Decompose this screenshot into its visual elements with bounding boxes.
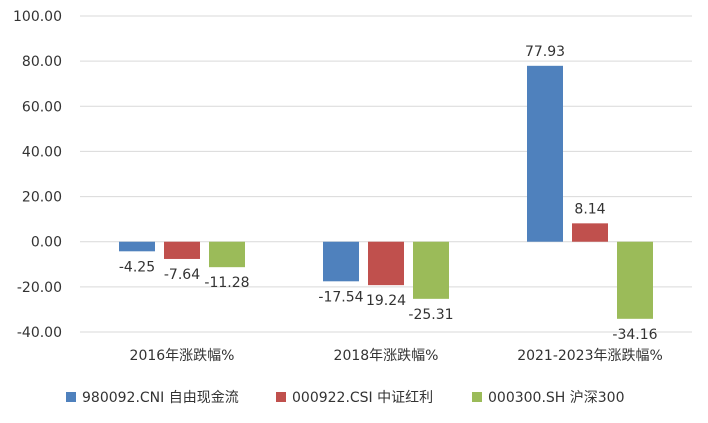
y-tick-label: 60.00	[22, 99, 62, 115]
legend-swatch	[66, 392, 76, 402]
data-label: 77.93	[525, 44, 565, 60]
y-tick-label: -40.00	[17, 325, 62, 341]
data-label: 8.14	[574, 201, 605, 217]
y-tick-label: 100.00	[13, 9, 62, 25]
bar	[323, 241, 359, 282]
legend-label: 000300.SH 沪深300	[488, 390, 624, 406]
data-label: 19.24	[366, 293, 406, 309]
legend-swatch	[276, 392, 286, 402]
bar	[572, 223, 608, 242]
bar	[368, 241, 404, 286]
bar	[119, 241, 155, 252]
data-label: -7.64	[164, 267, 200, 283]
x-tick-label: 2021-2023年涨跌幅%	[517, 348, 663, 364]
bar	[617, 241, 653, 319]
y-tick-label: 80.00	[22, 54, 62, 70]
bar	[209, 241, 245, 268]
data-label: -11.28	[204, 275, 249, 291]
legend-label: 980092.CNI 自由现金流	[82, 390, 239, 406]
y-tick-label: 20.00	[22, 190, 62, 206]
data-label: -17.54	[318, 289, 363, 305]
y-tick-label: -20.00	[17, 280, 62, 296]
x-tick-label: 2016年涨跌幅%	[130, 348, 235, 364]
y-tick-label: 40.00	[22, 144, 62, 160]
y-tick-label: 0.00	[31, 235, 62, 251]
bar	[527, 65, 563, 242]
legend-label: 000922.CSI 中证红利	[292, 390, 433, 406]
x-tick-label: 2018年涨跌幅%	[334, 348, 439, 364]
legend-swatch	[472, 392, 482, 402]
data-label: -4.25	[119, 259, 155, 275]
bar	[164, 241, 200, 259]
data-label: -25.31	[408, 307, 453, 323]
bar	[413, 241, 449, 299]
data-label: -34.16	[612, 327, 657, 343]
